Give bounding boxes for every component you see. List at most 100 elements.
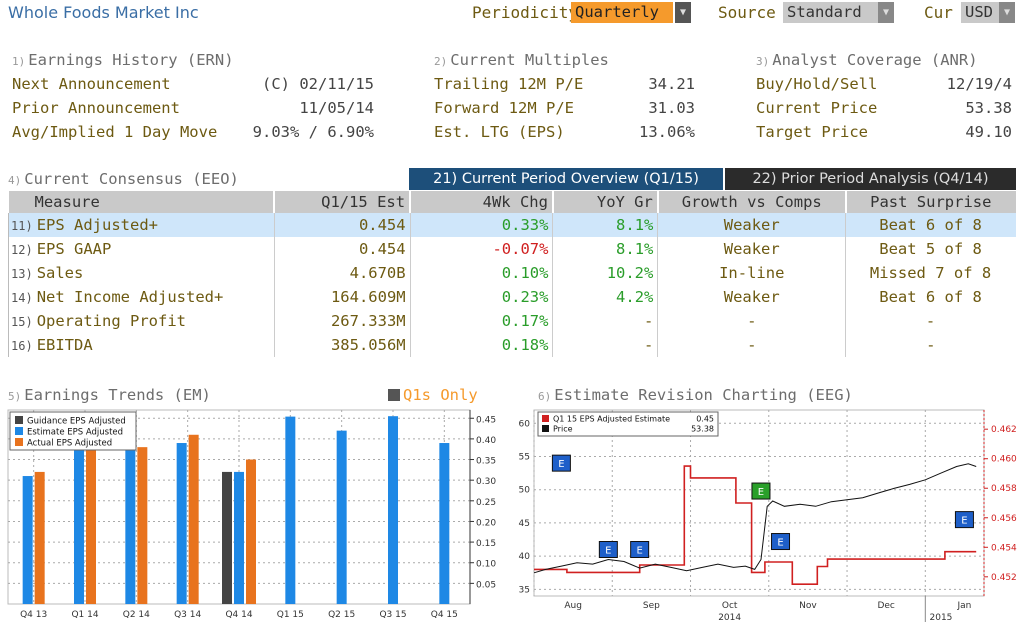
series-line: [533, 463, 977, 574]
bar-estimate-eps-adjusted: [176, 443, 187, 604]
yoy-gr-cell: 8.1%: [552, 237, 659, 261]
year-label: 2014: [718, 613, 741, 623]
estimate-cell: 385.056M: [274, 333, 411, 357]
x-tick-label: Q2 14: [123, 610, 150, 620]
col-measure[interactable]: Measure: [8, 191, 276, 213]
right-tick-label: 0.454: [991, 543, 1017, 553]
legend-swatch: [15, 438, 23, 446]
bar-estimate-eps-adjusted: [234, 471, 244, 604]
4wk-chg-cell: -0.07%: [410, 237, 554, 261]
source-chevron-down-icon[interactable]: ▼: [878, 2, 894, 23]
buy-hold-sell-label: Buy/Hold/Sell: [756, 75, 878, 93]
security-title: Whole Foods Market Inc: [8, 3, 199, 22]
measure-label: Operating Profit: [36, 312, 186, 330]
legend-label: Estimate EPS Adjusted: [27, 428, 123, 438]
bar-actual-eps-adjusted: [188, 434, 199, 604]
table-row[interactable]: 11) EPS Adjusted+ 0.454 0.33% 8.1% Weaker Beat…: [8, 213, 1016, 237]
x-tick-label: Sep: [643, 601, 660, 611]
earnings-event-marker: [751, 482, 771, 500]
current-multiples-heading[interactable]: 2) Current Multiples: [434, 51, 609, 69]
est-ltg-value: 13.06%: [639, 123, 695, 141]
earnings-event-label: E: [777, 538, 783, 549]
legend-swatch: [15, 416, 23, 424]
col-past-surprise[interactable]: Past Surprise: [845, 191, 1016, 213]
table-row[interactable]: 15) Operating Profit 267.333M 0.17% - - -: [8, 309, 1016, 333]
right-tick-label: 0.456: [991, 514, 1017, 524]
col-q1-est[interactable]: Q1/15 Est: [274, 191, 412, 213]
y-tick-label: 0.10: [476, 560, 496, 570]
measure-label: Net Income Adjusted+: [36, 288, 224, 306]
earnings-history-heading[interactable]: 1) Earnings History (ERN): [12, 51, 234, 69]
right-tick-label: 0.458: [991, 484, 1017, 494]
est-ltg-label: Est. LTG (EPS): [434, 123, 565, 141]
legend-label: Actual EPS Adjusted: [27, 439, 112, 449]
measure-label: Sales: [36, 264, 84, 282]
table-row[interactable]: 13) Sales 4.670B 0.10% 10.2% In-line Missed 7 …: [8, 261, 1016, 285]
table-row[interactable]: 16) EBITDA 385.056M 0.18% - - -: [8, 333, 1016, 357]
analyst-coverage-heading[interactable]: 3) Analyst Coverage (ANR): [756, 51, 978, 69]
past-surprise-cell: -: [926, 336, 936, 354]
table-row[interactable]: 12) EPS GAAP 0.454 -0.07% 8.1% Weaker Beat 5 o…: [8, 237, 1016, 261]
table-header-row: Measure Q1/15 Est 4Wk Chg YoY Gr Growth …: [8, 191, 1016, 213]
x-tick-label: Oct: [722, 601, 738, 611]
earnings-event-marker: [630, 541, 650, 558]
earnings-trends-heading[interactable]: 5) Earnings Trends (EM): [8, 386, 211, 404]
year-label: 2015: [930, 613, 953, 623]
past-surprise-cell: Beat 5 of 8: [879, 240, 982, 258]
past-surprise-cell: -: [925, 312, 936, 330]
earnings-event-label: E: [605, 546, 611, 557]
left-tick-label: 55: [519, 453, 530, 463]
legend-box: [537, 411, 719, 437]
estimate-revision-chart: 35 40 45 50 55 60 0.452 0.454 0.456 0.458 0.460 0.4…: [519, 409, 1017, 623]
left-tick-label: 60: [519, 419, 531, 429]
legend-swatch: [542, 415, 549, 422]
bar-estimate-eps-adjusted: [74, 436, 84, 604]
q1s-only-toggle[interactable]: Q1s Only: [388, 386, 478, 404]
forward-pe-value: 31.03: [648, 99, 695, 117]
estimate-revision-heading[interactable]: 6) Estimate Revision Charting (EEG): [538, 386, 853, 404]
currency-chevron-down-icon[interactable]: ▼: [999, 2, 1015, 23]
trailing-pe-label: Trailing 12M P/E: [434, 75, 584, 93]
row-number: 14): [11, 291, 33, 305]
source-dropdown[interactable]: Standard: [783, 2, 878, 23]
x-tick-label: Q2 15: [328, 610, 355, 620]
estimate-cell: 164.609M: [274, 285, 411, 309]
measure-cell: 14) Net Income Adjusted+: [8, 285, 275, 309]
table-row[interactable]: 14) Net Income Adjusted+ 164.609M 0.23% 4.2%…: [8, 285, 1016, 309]
tab-prior-period-analysis[interactable]: 22) Prior Period Analysis (Q4/14): [725, 168, 1016, 190]
x-tick-label: Q3 14: [174, 610, 201, 620]
measure-label: EBITDA: [36, 336, 93, 354]
col-yoy-gr[interactable]: YoY Gr: [552, 191, 659, 213]
measure-cell: 15) Operating Profit: [8, 309, 275, 333]
col-growth-vs-comps[interactable]: Growth vs Comps: [657, 191, 847, 213]
col-4wk-chg[interactable]: 4Wk Chg: [410, 191, 554, 213]
measure-cell: 12) EPS GAAP: [8, 237, 275, 261]
x-tick-label: Q4 13: [20, 610, 47, 620]
earnings-trends-chart: 0.05 0.10 0.15 0.20 0.25 0.30 0.35 0.40 0.45 Q4 1…: [7, 409, 496, 620]
target-price-label: Target Price: [756, 123, 868, 141]
periodicity-label: Periodicity: [472, 3, 578, 22]
past-surprise-cell: Beat 6 of 8: [845, 213, 1016, 237]
growth-vs-comps-cell: -: [657, 333, 847, 357]
currency-dropdown[interactable]: USD: [961, 2, 999, 23]
y-tick-label: 0.20: [476, 518, 496, 528]
legend-value: 0.45: [696, 415, 714, 424]
current-consensus-heading[interactable]: 4) Current Consensus (EEO): [8, 170, 239, 188]
plot-area: [533, 409, 985, 597]
4wk-chg-cell: 0.18%: [410, 333, 554, 357]
checkbox-icon[interactable]: [388, 389, 400, 401]
current-price-label: Current Price: [756, 99, 878, 117]
buy-hold-sell-value: 12/19/4: [946, 75, 1012, 93]
trailing-pe-value: 34.21: [648, 75, 695, 93]
periodicity-dropdown[interactable]: Quarterly: [571, 2, 673, 23]
x-tick-label: Q1 15: [277, 610, 304, 620]
earnings-event-label: E: [961, 516, 967, 527]
periodicity-chevron-down-icon[interactable]: ▼: [675, 2, 691, 23]
yoy-gr-cell: -: [552, 309, 659, 333]
tab-current-period-overview[interactable]: 21) Current Period Overview (Q1/15): [409, 168, 723, 190]
legend-label: Price: [553, 425, 573, 434]
right-tick-label: 0.452: [991, 573, 1017, 583]
legend-swatch: [15, 427, 23, 435]
row-number: 12): [11, 243, 33, 257]
estimate-cell: 0.454: [274, 237, 411, 261]
